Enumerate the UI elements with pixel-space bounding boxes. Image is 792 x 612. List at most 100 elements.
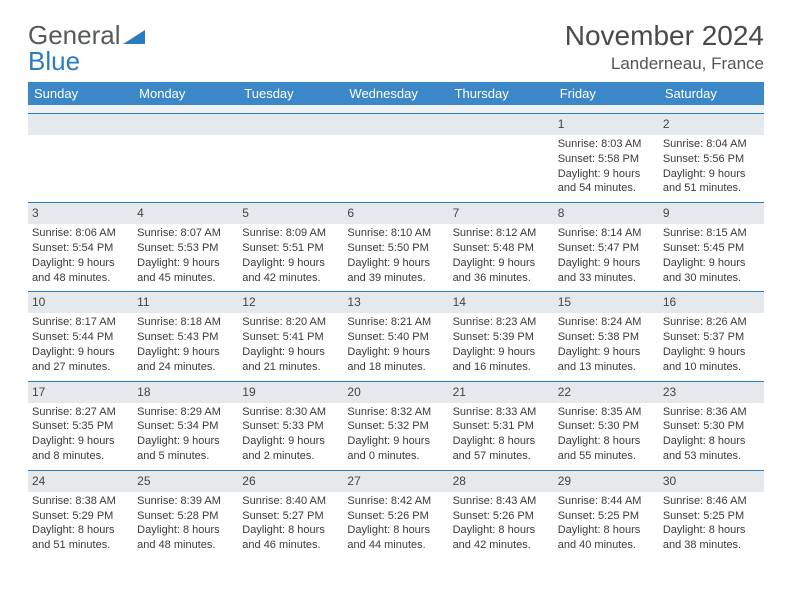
day-number-bar: 28 — [449, 471, 554, 492]
sunrise-line: Sunrise: 8:07 AM — [137, 226, 234, 241]
sunset-line: Sunset: 5:33 PM — [242, 419, 339, 434]
day-cell — [133, 114, 238, 202]
sunrise-line: Sunrise: 8:09 AM — [242, 226, 339, 241]
sunset-line: Sunset: 5:25 PM — [558, 509, 655, 524]
day-number: 30 — [663, 474, 676, 488]
day-number-bar: 22 — [554, 382, 659, 403]
daylight-line: Daylight: 9 hours and 5 minutes. — [137, 434, 234, 464]
sunrise-line: Sunrise: 8:10 AM — [347, 226, 444, 241]
daylight-line: Daylight: 9 hours and 8 minutes. — [32, 434, 129, 464]
day-cell: 9Sunrise: 8:15 AMSunset: 5:45 PMDaylight… — [659, 203, 764, 291]
sunset-line: Sunset: 5:28 PM — [137, 509, 234, 524]
sunrise-line: Sunrise: 8:36 AM — [663, 405, 760, 420]
sunrise-line: Sunrise: 8:23 AM — [453, 315, 550, 330]
sunset-line: Sunset: 5:26 PM — [347, 509, 444, 524]
day-header: Wednesday — [343, 82, 448, 105]
day-number: 23 — [663, 385, 676, 399]
day-number: 20 — [347, 385, 360, 399]
day-number: 5 — [242, 206, 249, 220]
day-cell: 4Sunrise: 8:07 AMSunset: 5:53 PMDaylight… — [133, 203, 238, 291]
day-number: 2 — [663, 117, 670, 131]
daylight-line: Daylight: 9 hours and 45 minutes. — [137, 256, 234, 286]
sunrise-line: Sunrise: 8:12 AM — [453, 226, 550, 241]
day-number: 25 — [137, 474, 150, 488]
day-number: 10 — [32, 295, 45, 309]
day-number: 27 — [347, 474, 360, 488]
daylight-line: Daylight: 9 hours and 54 minutes. — [558, 167, 655, 197]
day-cell: 20Sunrise: 8:32 AMSunset: 5:32 PMDayligh… — [343, 382, 448, 470]
day-number-bar — [449, 114, 554, 135]
day-number: 4 — [137, 206, 144, 220]
day-number: 22 — [558, 385, 571, 399]
day-number: 7 — [453, 206, 460, 220]
sunset-line: Sunset: 5:38 PM — [558, 330, 655, 345]
day-number: 15 — [558, 295, 571, 309]
day-number-bar: 29 — [554, 471, 659, 492]
sunrise-line: Sunrise: 8:33 AM — [453, 405, 550, 420]
daylight-line: Daylight: 8 hours and 57 minutes. — [453, 434, 550, 464]
day-cell — [449, 114, 554, 202]
day-number-bar: 26 — [238, 471, 343, 492]
day-cell: 18Sunrise: 8:29 AMSunset: 5:34 PMDayligh… — [133, 382, 238, 470]
month-title: November 2024 — [565, 20, 764, 52]
sunset-line: Sunset: 5:56 PM — [663, 152, 760, 167]
day-cell: 10Sunrise: 8:17 AMSunset: 5:44 PMDayligh… — [28, 292, 133, 380]
sunset-line: Sunset: 5:45 PM — [663, 241, 760, 256]
day-number — [242, 117, 245, 131]
sunset-line: Sunset: 5:37 PM — [663, 330, 760, 345]
sunrise-line: Sunrise: 8:44 AM — [558, 494, 655, 509]
brand-part2: Blue — [28, 46, 80, 77]
day-number-bar: 19 — [238, 382, 343, 403]
day-number-bar: 23 — [659, 382, 764, 403]
sunrise-line: Sunrise: 8:46 AM — [663, 494, 760, 509]
day-number: 19 — [242, 385, 255, 399]
day-cell — [28, 114, 133, 202]
day-number-bar: 11 — [133, 292, 238, 313]
sunrise-line: Sunrise: 8:30 AM — [242, 405, 339, 420]
day-number-bar: 16 — [659, 292, 764, 313]
day-cell: 23Sunrise: 8:36 AMSunset: 5:30 PMDayligh… — [659, 382, 764, 470]
daylight-line: Daylight: 8 hours and 51 minutes. — [32, 523, 129, 553]
sunset-line: Sunset: 5:34 PM — [137, 419, 234, 434]
sunrise-line: Sunrise: 8:40 AM — [242, 494, 339, 509]
day-number-bar: 9 — [659, 203, 764, 224]
week-row: 3Sunrise: 8:06 AMSunset: 5:54 PMDaylight… — [28, 202, 764, 291]
daylight-line: Daylight: 9 hours and 13 minutes. — [558, 345, 655, 375]
day-cell: 26Sunrise: 8:40 AMSunset: 5:27 PMDayligh… — [238, 471, 343, 559]
daylight-line: Daylight: 9 hours and 42 minutes. — [242, 256, 339, 286]
week-row: 10Sunrise: 8:17 AMSunset: 5:44 PMDayligh… — [28, 291, 764, 380]
sunset-line: Sunset: 5:30 PM — [558, 419, 655, 434]
daylight-line: Daylight: 9 hours and 10 minutes. — [663, 345, 760, 375]
week-row: 24Sunrise: 8:38 AMSunset: 5:29 PMDayligh… — [28, 470, 764, 559]
day-number-bar: 18 — [133, 382, 238, 403]
day-number — [347, 117, 350, 131]
day-number: 16 — [663, 295, 676, 309]
day-number: 29 — [558, 474, 571, 488]
day-number-bar: 20 — [343, 382, 448, 403]
title-block: November 2024 Landerneau, France — [565, 20, 764, 74]
location-label: Landerneau, France — [565, 54, 764, 74]
day-cell: 3Sunrise: 8:06 AMSunset: 5:54 PMDaylight… — [28, 203, 133, 291]
day-cell: 14Sunrise: 8:23 AMSunset: 5:39 PMDayligh… — [449, 292, 554, 380]
day-number — [453, 117, 456, 131]
sunset-line: Sunset: 5:27 PM — [242, 509, 339, 524]
day-number-bar: 6 — [343, 203, 448, 224]
day-number: 24 — [32, 474, 45, 488]
day-number-bar: 14 — [449, 292, 554, 313]
day-cell — [238, 114, 343, 202]
day-number: 9 — [663, 206, 670, 220]
day-number: 12 — [242, 295, 255, 309]
daylight-line: Daylight: 8 hours and 42 minutes. — [453, 523, 550, 553]
day-number: 14 — [453, 295, 466, 309]
sunset-line: Sunset: 5:32 PM — [347, 419, 444, 434]
sunset-line: Sunset: 5:31 PM — [453, 419, 550, 434]
day-number-bar: 1 — [554, 114, 659, 135]
day-number: 6 — [347, 206, 354, 220]
day-cell: 29Sunrise: 8:44 AMSunset: 5:25 PMDayligh… — [554, 471, 659, 559]
sunrise-line: Sunrise: 8:38 AM — [32, 494, 129, 509]
day-cell: 15Sunrise: 8:24 AMSunset: 5:38 PMDayligh… — [554, 292, 659, 380]
day-number-bar — [133, 114, 238, 135]
day-number: 13 — [347, 295, 360, 309]
sunrise-line: Sunrise: 8:27 AM — [32, 405, 129, 420]
day-number: 26 — [242, 474, 255, 488]
